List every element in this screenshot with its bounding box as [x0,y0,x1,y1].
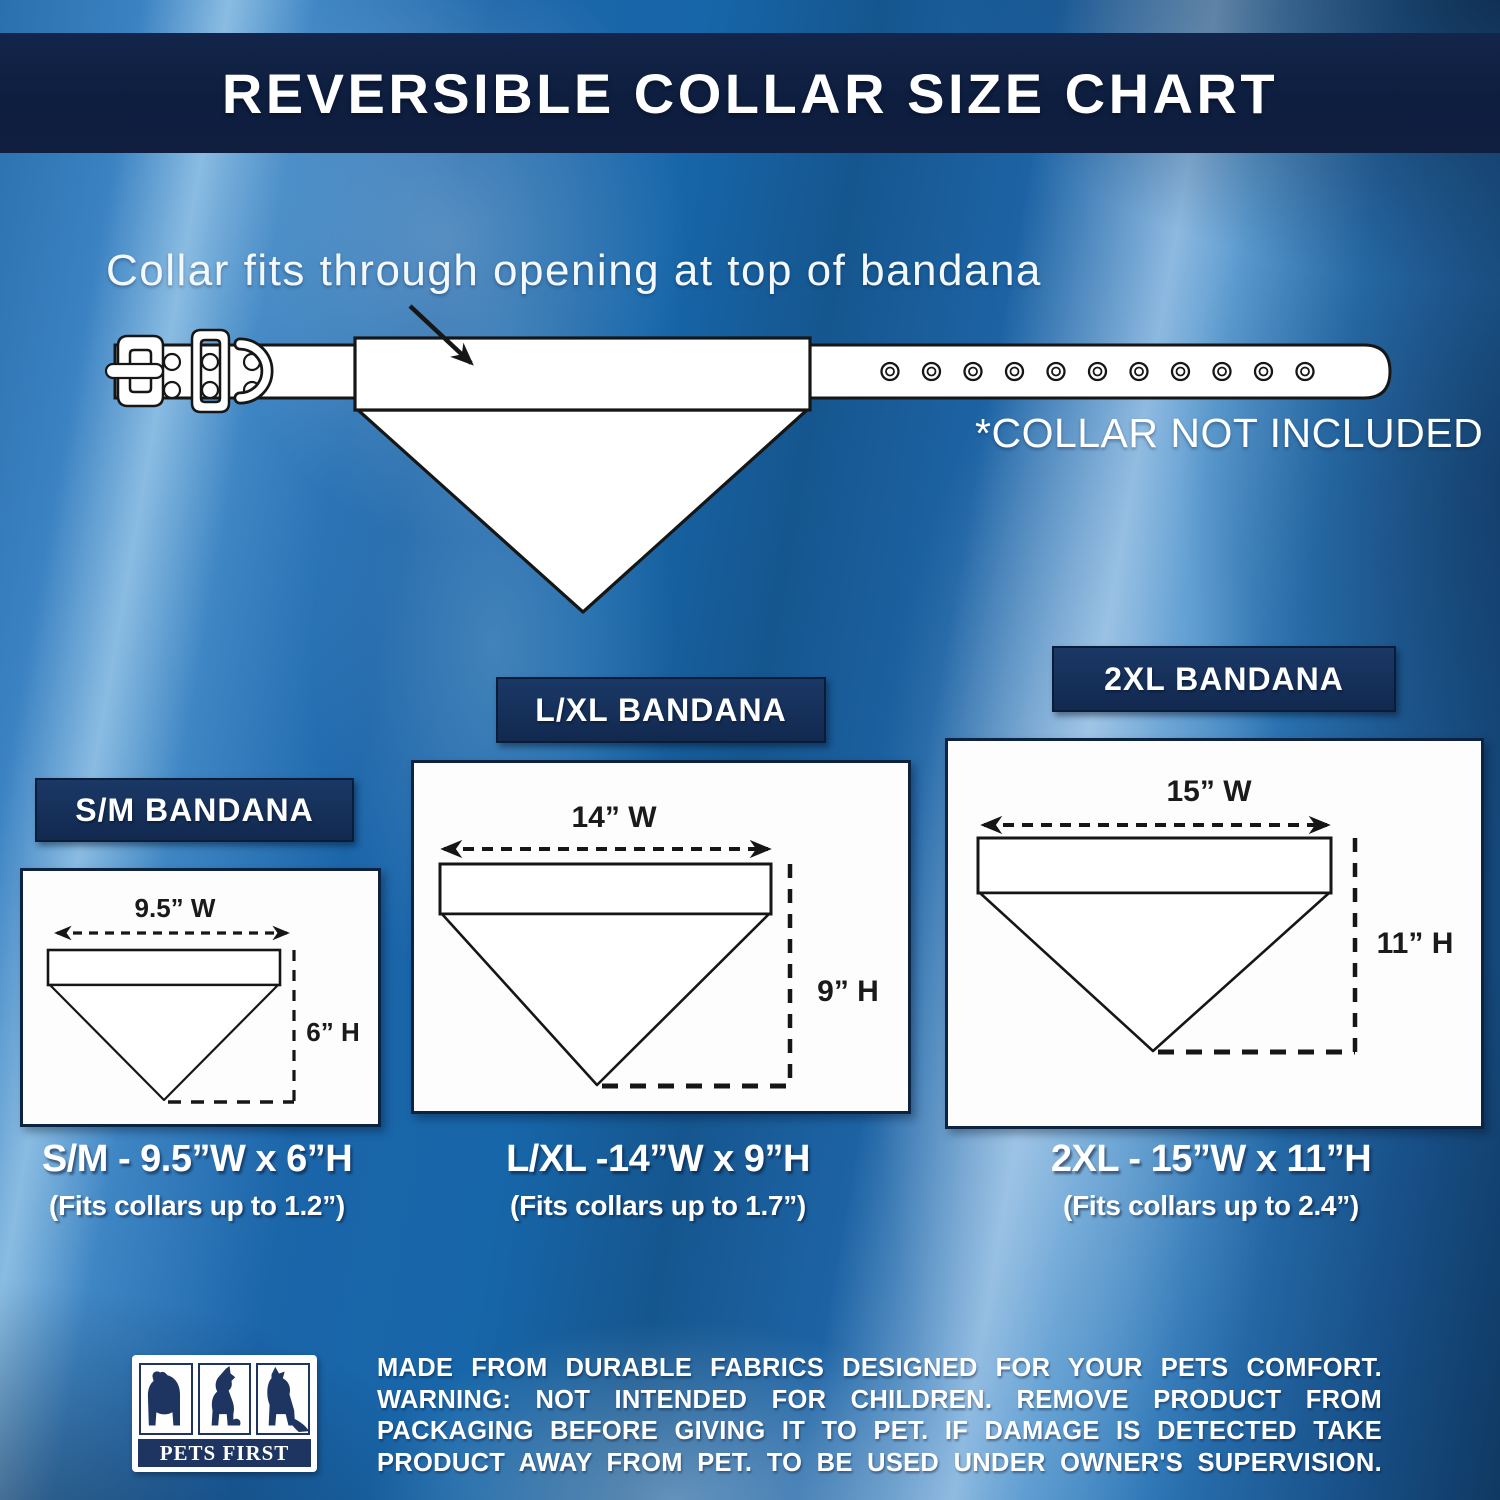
collar-not-included-note: *COLLAR NOT INCLUDED [975,410,1484,456]
dog-silhouette-icon-2 [197,1363,252,1435]
bandana-band-2xl [976,836,1333,895]
size-caption-2xl: 2XL - 15”W x 11”H [1050,1138,1372,1180]
fits-caption-2xl: (Fits collars up to 2.4”) [1063,1190,1359,1221]
fits-caption-sm: (Fits collars up to 1.2”) [49,1190,345,1221]
size-caption-sm: S/M - 9.5”W x 6”H [41,1138,353,1180]
dog-silhouette-icon-1 [139,1363,193,1435]
collar-illustration [104,304,1392,614]
height-label-lxl: 9” H [817,975,879,1008]
bandana-diagram-2xl: 15” W 11” H [976,775,1454,1055]
collar-fit-caption: Collar fits through opening at top of ba… [106,246,1042,295]
bandana-diagram-sm: 9.5” W 6” H [46,893,360,1104]
warning-line: WARNING: NOT INTENDED FOR CHILDREN. REMO… [377,1385,1382,1414]
collar-buckle [104,328,274,414]
bandana-band-sm [46,948,282,987]
width-label-lxl: 14” W [571,801,657,834]
warning-line: MADE FROM DURABLE FABRICS DESIGNED FOR Y… [377,1354,1382,1382]
diagram-box-2xl: 15” W 11” H [945,738,1484,1129]
fits-caption-lxl: (Fits collars up to 1.7”) [510,1190,806,1221]
warning-line: PRODUCT AWAY FROM PET. TO BE USED UNDER … [377,1448,1382,1477]
bandana-triangle-sm [48,983,280,1102]
grommet-holes [880,361,1315,382]
warning-text: MADE FROM DURABLE FABRICS DESIGNED FOR Y… [377,1353,1382,1479]
page-title: REVERSIBLE COLLAR SIZE CHART [221,61,1279,125]
bandana-triangle-2xl [978,891,1331,1053]
panel-header-sm: S/M BANDANA [35,778,354,842]
diagram-box-sm: 9.5” W 6” H [20,868,381,1127]
title-banner: REVERSIBLE COLLAR SIZE CHART [0,33,1500,153]
warning-line: PACKAGING BEFORE GIVING IT TO PET. IF DA… [377,1417,1382,1445]
panel-header-2xl: 2XL BANDANA [1052,646,1396,712]
pets-first-logo: PETS FIRST [132,1355,317,1472]
bandana-triangle-lxl [440,912,771,1087]
panel-header-lxl: L/XL BANDANA [496,677,826,743]
bandana-on-collar [353,336,812,614]
diagram-box-lxl: 14” W 9” H [411,760,911,1114]
dog-silhouette-icon-3 [256,1363,311,1435]
height-label-sm: 6” H [306,1017,359,1047]
logo-dog-panels [139,1363,311,1435]
bandana-diagram-lxl: 14” W 9” H [438,801,879,1089]
height-label-2xl: 11” H [1377,927,1454,960]
logo-wordmark: PETS FIRST [138,1439,311,1467]
size-caption-lxl: L/XL -14”W x 9”H [506,1138,810,1180]
width-label-sm: 9.5” W [135,893,216,923]
bandana-band-lxl [438,862,773,916]
pointer-arrow [408,304,474,366]
width-label-2xl: 15” W [1166,775,1252,808]
